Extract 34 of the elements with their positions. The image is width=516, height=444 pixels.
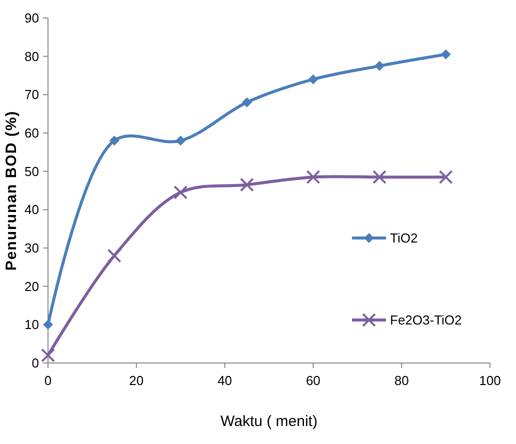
x-tick-label: 20 — [129, 373, 144, 388]
x-tick-label: 60 — [306, 373, 320, 388]
x-axis-title: Waktu ( menit) — [220, 413, 318, 430]
y-tick-label: 40 — [24, 202, 39, 218]
y-tick-label: 0 — [32, 356, 39, 371]
y-tick-label: 10 — [24, 317, 39, 332]
x-tick-label: 100 — [479, 373, 501, 388]
point — [440, 49, 451, 60]
y-tick-label: 70 — [24, 87, 39, 102]
y-tick-label: 20 — [24, 278, 39, 294]
x-tick-label: 0 — [44, 373, 52, 388]
point — [308, 74, 318, 84]
point — [109, 136, 120, 146]
point — [41, 348, 55, 362]
x-tick-label: 40 — [218, 373, 232, 388]
y-tick-label: 90 — [24, 10, 39, 26]
y-axis-title: Penurunan BOD (%) — [3, 110, 20, 271]
point — [374, 60, 384, 71]
legend-label: TiO2 — [390, 230, 418, 246]
point — [242, 97, 252, 108]
y-tick-label: 60 — [24, 126, 39, 141]
point — [372, 170, 386, 184]
legend-label: Fe2O3-TiO2 — [390, 312, 462, 328]
y-tick-label: 50 — [24, 164, 39, 179]
y-tick-label: 80 — [24, 48, 39, 64]
point — [240, 178, 254, 192]
point — [107, 248, 122, 263]
point — [43, 320, 53, 330]
y-tick-label: 30 — [24, 240, 39, 256]
x-tick-label: 80 — [394, 373, 409, 388]
point — [438, 170, 453, 184]
point — [174, 185, 188, 200]
point — [306, 170, 320, 184]
point — [176, 136, 186, 146]
